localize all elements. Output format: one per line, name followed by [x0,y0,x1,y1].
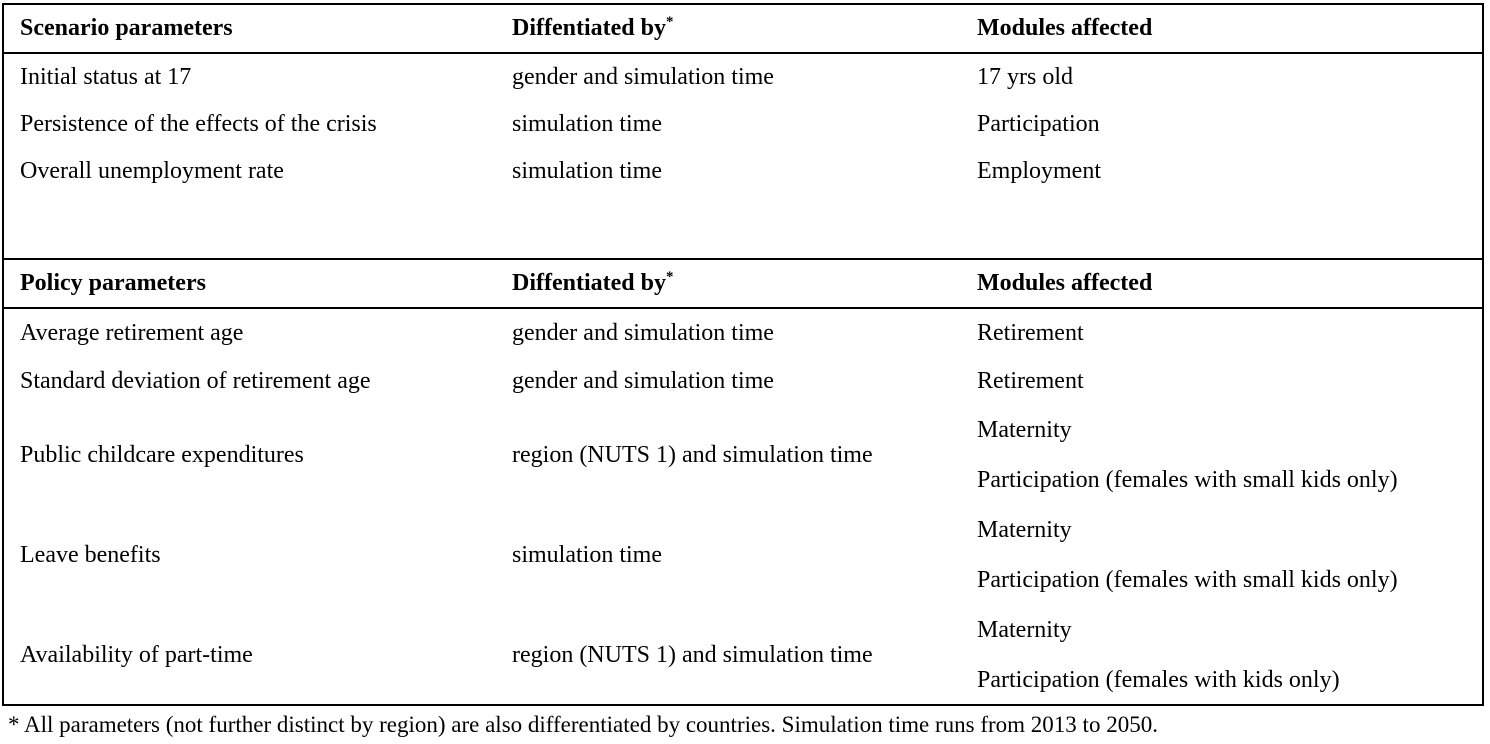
column-header-modules-affected: Modules affected [977,270,1153,297]
modules-cell: Maternity Participation (females with sm… [977,505,1482,605]
column-header-differentiated-by: Diffentiated by* [512,269,977,298]
table-row: Overall unemployment rate simulation tim… [4,148,1482,195]
footnote-asterisk-marker: * [665,14,674,31]
differentiated-by-label: Diffentiated by [512,270,666,297]
parameter-cell: Overall unemployment rate [20,158,284,185]
table-row: Public childcare expenditures region (NU… [4,405,1482,505]
parameter-cell: Leave benefits [20,541,161,568]
differentiated-by-cell: region (NUTS 1) and simulation time [512,441,873,468]
empty-row [4,195,1482,258]
modules-cell: Employment [977,158,1101,185]
policy-header-row: Policy parameters Diffentiated by* Modul… [4,258,1482,309]
module-line: Participation (females with small kids o… [977,566,1398,593]
footnote-asterisk-marker: * [665,269,674,286]
modules-cell: Retirement [977,319,1084,346]
module-line: Maternity [977,516,1072,543]
differentiated-by-cell: simulation time [512,158,662,185]
modules-cell: 17 yrs old [977,64,1073,91]
module-line: Participation (females with small kids o… [977,466,1398,493]
column-header-scenario-parameters: Scenario parameters [20,15,233,42]
parameter-cell: Standard deviation of retirement age [20,367,371,394]
parameter-cell: Average retirement age [20,319,244,346]
differentiated-by-cell: region (NUTS 1) and simulation time [512,641,873,668]
differentiated-by-label: Diffentiated by [512,15,666,42]
module-line: Participation (females with kids only) [977,666,1340,693]
table-row: Average retirement age gender and simula… [4,309,1482,357]
parameter-cell: Public childcare expenditures [20,441,304,468]
module-line: Maternity [977,616,1072,643]
table-row: Availability of part-time region (NUTS 1… [4,605,1482,704]
table-row: Standard deviation of retirement age gen… [4,357,1482,405]
differentiated-by-cell: gender and simulation time [512,64,774,91]
table-footnote: * All parameters (not further distinct b… [8,712,1158,737]
differentiated-by-cell: simulation time [512,541,662,568]
modules-cell: Retirement [977,367,1084,394]
column-header-modules-affected: Modules affected [977,15,1153,42]
column-header-policy-parameters: Policy parameters [20,270,206,297]
column-header-differentiated-by: Diffentiated by* [512,14,977,43]
parameters-table: Scenario parameters Diffentiated by* Mod… [2,3,1484,706]
module-line: Maternity [977,416,1072,443]
modules-cell: Maternity Participation (females with ki… [977,605,1482,705]
scenario-header-row: Scenario parameters Diffentiated by* Mod… [4,5,1482,54]
modules-cell: Maternity Participation (females with sm… [977,405,1482,505]
differentiated-by-cell: gender and simulation time [512,367,774,394]
parameter-cell: Persistence of the effects of the crisis [20,111,377,138]
parameter-cell: Initial status at 17 [20,64,192,91]
parameter-cell: Availability of part-time [20,641,253,668]
table-row: Leave benefits simulation time Maternity… [4,505,1482,605]
scenario-parameters-section: Scenario parameters Diffentiated by* Mod… [4,5,1482,258]
policy-parameters-section: Policy parameters Diffentiated by* Modul… [4,258,1482,704]
modules-cell: Participation [977,111,1100,138]
differentiated-by-cell: simulation time [512,111,662,138]
table-row: Initial status at 17 gender and simulati… [4,54,1482,101]
table-row: Persistence of the effects of the crisis… [4,101,1482,148]
differentiated-by-cell: gender and simulation time [512,319,774,346]
